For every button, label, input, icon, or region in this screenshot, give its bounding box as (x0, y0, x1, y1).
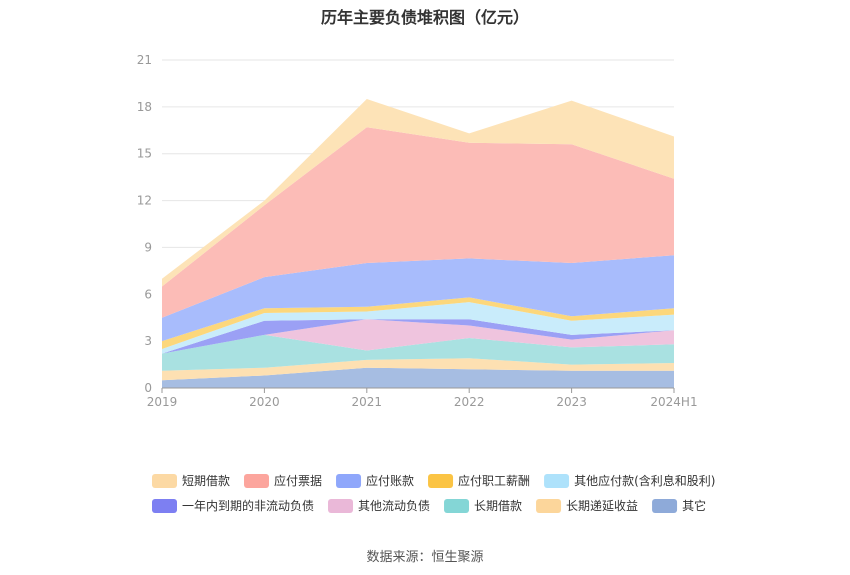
y-tick-label: 21 (137, 53, 152, 67)
legend: 短期借款 应付票据 应付账款 应付职工薪酬 其他应付款(含利息和股利) 一年内到期的非流动… (152, 473, 715, 513)
area-series-3 (162, 334, 674, 371)
legend-item[interactable]: 应付账款 (336, 473, 414, 488)
legend-swatch (544, 474, 570, 488)
x-tick-label: 2020 (249, 395, 280, 409)
legend-swatch (152, 474, 177, 488)
y-tick-label: 0 (144, 381, 152, 395)
area-series-9 (162, 127, 674, 318)
legend-label: 其他应付款(含利息和股利) (574, 473, 715, 488)
legend-swatch (244, 474, 270, 488)
legend-swatch (652, 499, 678, 513)
legend-item[interactable]: 应付职工薪酬 (428, 473, 530, 488)
legend-label: 其他流动负债 (358, 499, 430, 513)
legend-label: 短期借款 (182, 474, 230, 488)
legend-item[interactable]: 其它 (652, 498, 706, 513)
legend-item[interactable]: 其他流动负债 (328, 499, 430, 513)
x-tick-label: 2024H1 (650, 395, 697, 409)
legend-label: 长期递延收益 (566, 499, 638, 513)
y-tick-label: 6 (144, 287, 152, 301)
area-series-1 (162, 367, 674, 388)
area-series-6 (162, 302, 674, 354)
chart-title: 历年主要负债堆积图（亿元） (320, 8, 529, 27)
x-tick-label: 2023 (556, 395, 587, 409)
legend-swatch (536, 499, 562, 513)
legend-label: 应付账款 (366, 473, 414, 488)
x-tick-label: 2019 (147, 395, 178, 409)
area-series-2 (162, 358, 674, 381)
legend-label: 应付票据 (274, 473, 322, 488)
area-series-7 (162, 297, 674, 349)
y-tick-label: 3 (144, 334, 152, 348)
area-series-5 (162, 319, 674, 354)
area-series-8 (162, 255, 674, 342)
axes: 0 3 6 9 12 15 18 21 2019 2020 2021 2022 2023 2024H1 (137, 53, 698, 409)
y-tick-label: 9 (144, 240, 152, 254)
legend-item[interactable]: 一年内到期的非流动负债 (152, 498, 314, 513)
legend-swatch (328, 499, 354, 513)
legend-swatch (152, 499, 177, 513)
legend-item[interactable]: 长期递延收益 (536, 499, 638, 513)
legend-item[interactable]: 长期借款 (444, 499, 522, 513)
legend-item[interactable]: 短期借款 (152, 474, 230, 488)
area-series-4 (162, 319, 674, 354)
y-tick-label: 18 (137, 100, 152, 114)
area-series (162, 99, 674, 388)
legend-swatch (444, 499, 470, 513)
legend-label: 一年内到期的非流动负债 (182, 498, 314, 513)
legend-item[interactable]: 其他应付款(含利息和股利) (544, 473, 715, 488)
y-tick-label: 15 (137, 147, 152, 161)
x-tick-label: 2022 (454, 395, 485, 409)
y-tick-label: 12 (137, 194, 152, 208)
legend-label: 应付职工薪酬 (458, 473, 530, 488)
legend-item[interactable]: 应付票据 (244, 473, 322, 488)
x-tick-label: 2021 (352, 395, 383, 409)
source-note: 数据来源：恒生聚源 (366, 550, 484, 565)
legend-label: 其它 (682, 498, 706, 513)
legend-swatch (336, 474, 362, 488)
legend-swatch (428, 474, 454, 488)
legend-label: 长期借款 (474, 499, 522, 513)
